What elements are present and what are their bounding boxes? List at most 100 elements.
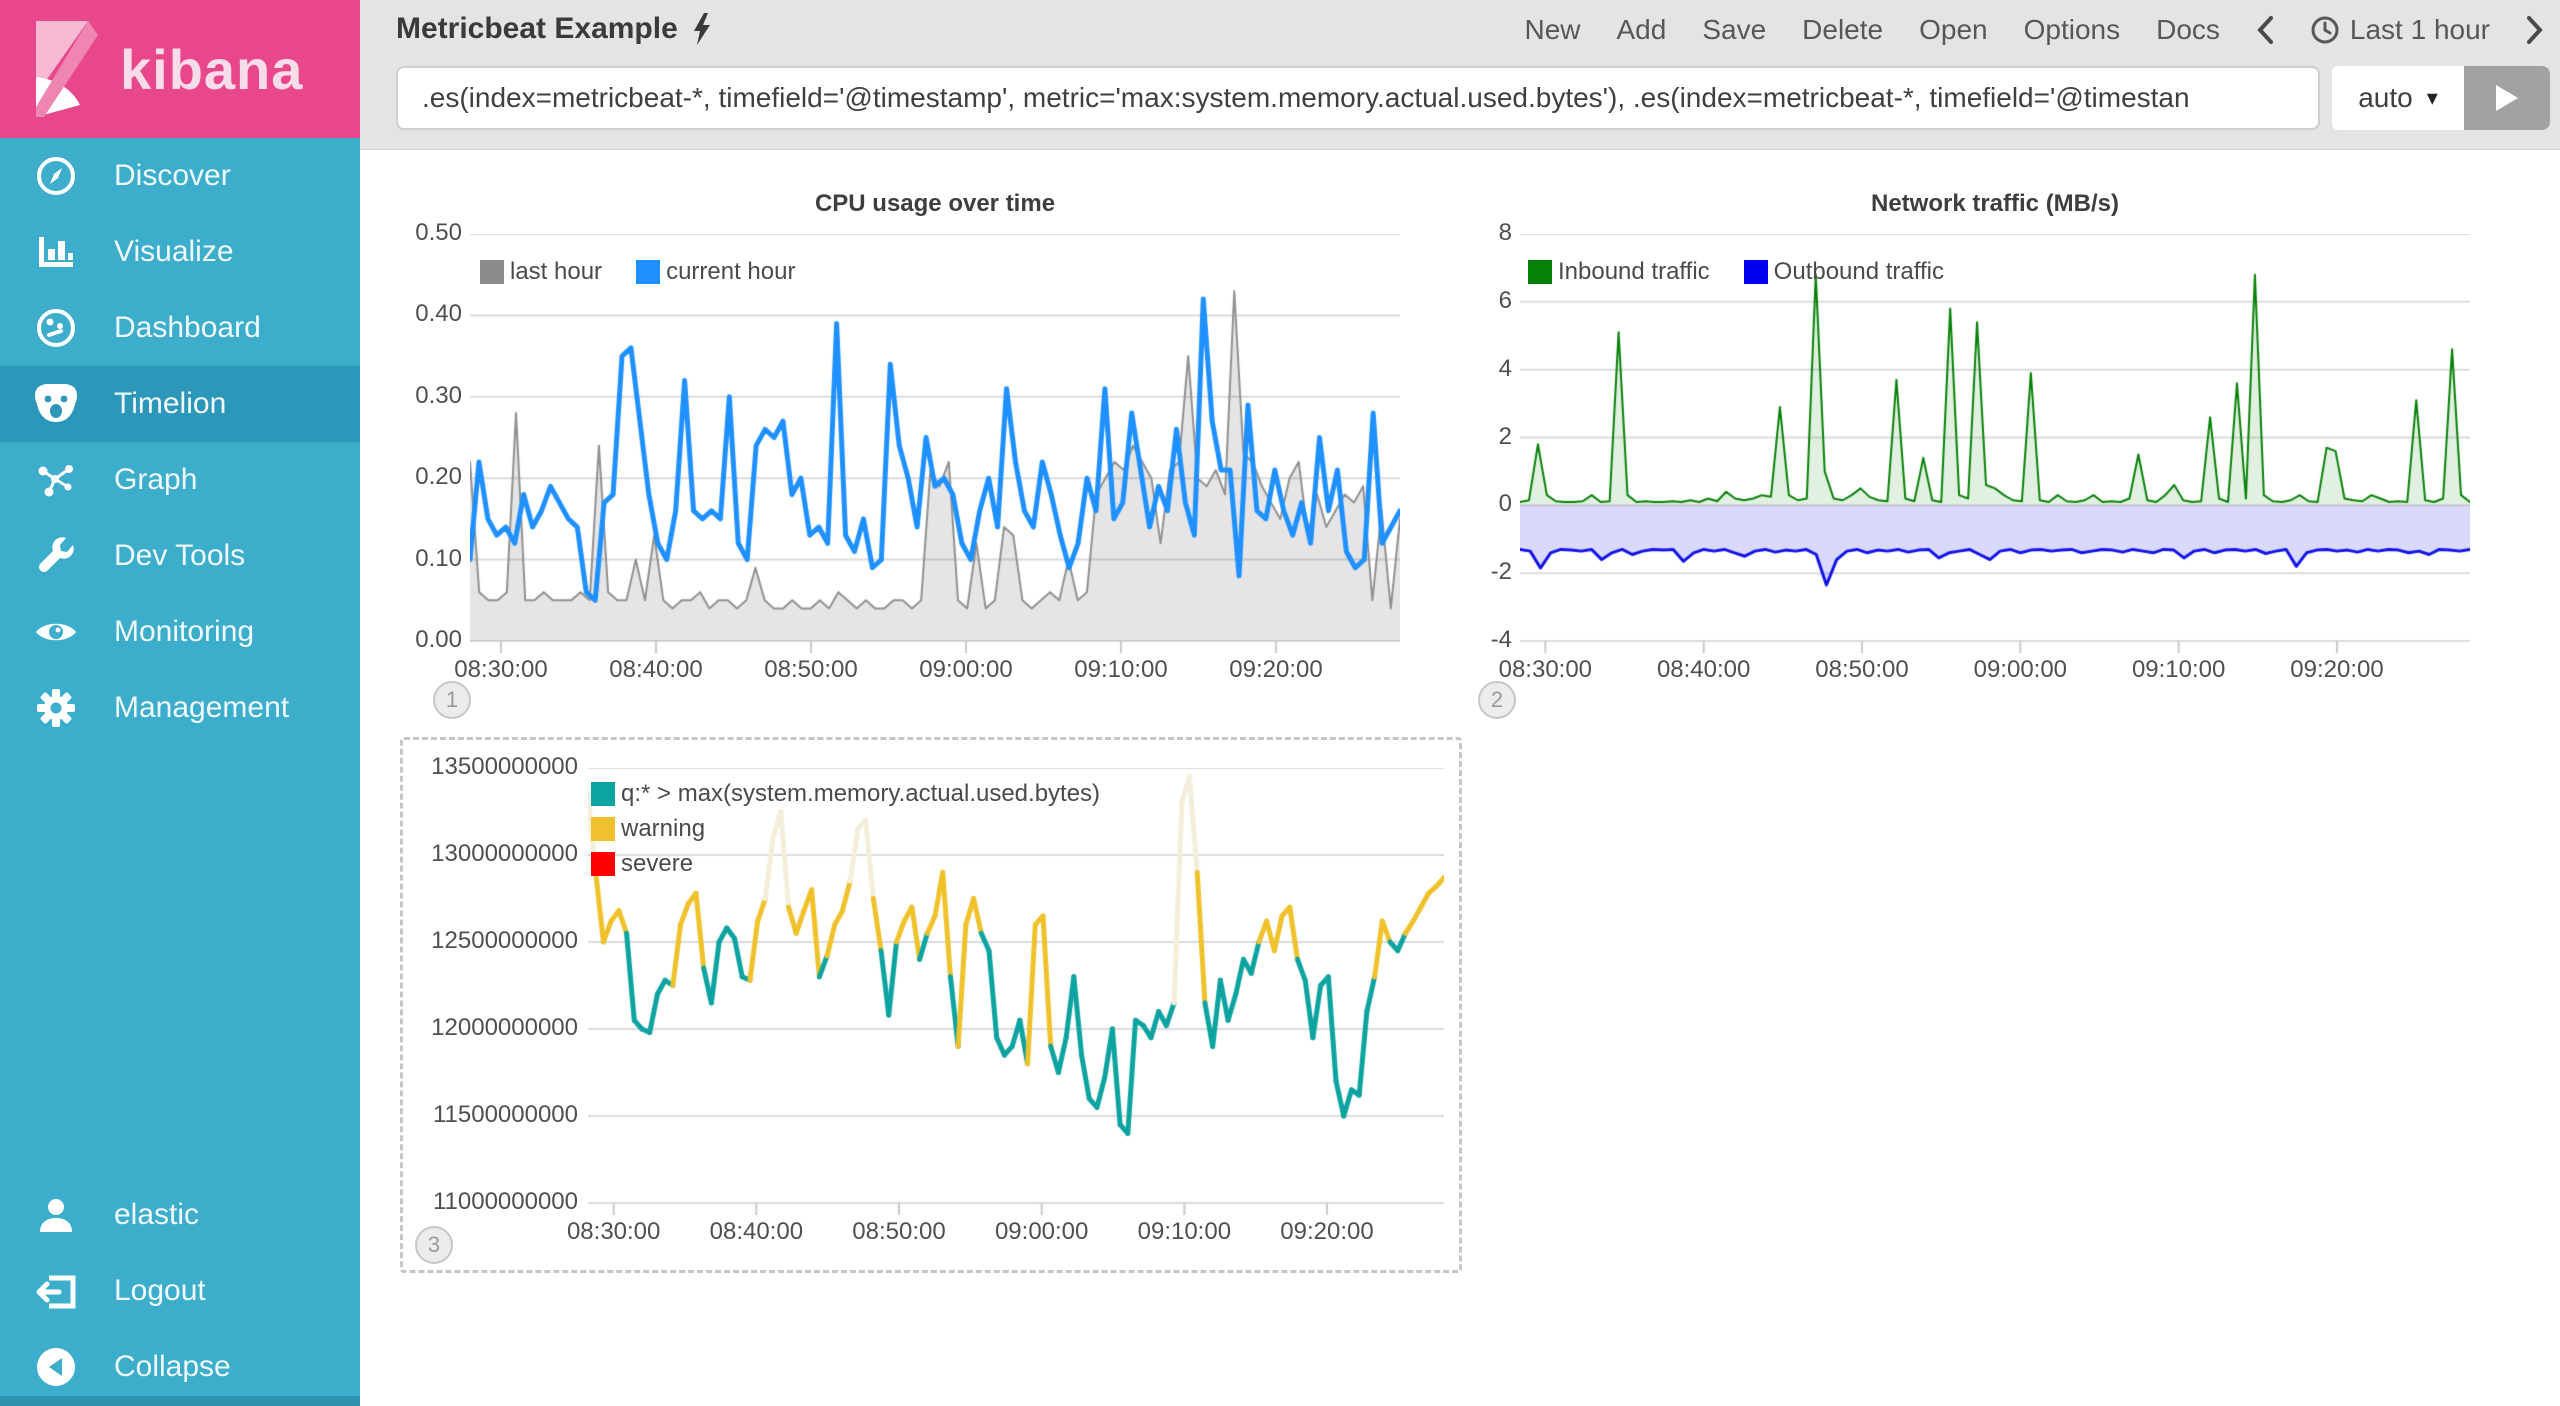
- network-traffic-plot: [1520, 234, 2470, 655]
- y-tick-label: 0.00: [292, 626, 462, 654]
- legend-item: severe: [591, 850, 1100, 878]
- sidebar-item-label: Dashboard: [114, 311, 261, 345]
- sidebar-item-label: Monitoring: [114, 615, 254, 649]
- kibana-logo-icon: [36, 21, 98, 117]
- legend-swatch: [591, 782, 615, 806]
- chart-title: Network traffic (MB/s): [1520, 190, 2470, 218]
- x-tick-label: 09:10:00: [1109, 1218, 1259, 1246]
- sidebar-bottom-strip: [0, 1396, 360, 1406]
- legend-label: Inbound traffic: [1558, 258, 1710, 286]
- chart-index-badge: 1: [433, 681, 471, 719]
- menu-item-new[interactable]: New: [1524, 14, 1580, 46]
- x-tick-label: 08:50:00: [824, 1218, 974, 1246]
- y-tick-label: 6: [1342, 287, 1512, 315]
- y-tick-label: 0.50: [292, 219, 462, 247]
- chevron-left-icon[interactable]: [2256, 15, 2274, 45]
- chart-index-badge: 2: [1478, 681, 1516, 719]
- x-tick-label: 09:10:00: [1046, 656, 1196, 684]
- interval-select[interactable]: auto ▾: [2332, 66, 2464, 130]
- graph-icon: [34, 458, 78, 502]
- x-tick-label: 09:20:00: [1252, 1218, 1402, 1246]
- network-traffic-chart[interactable]: Network traffic (MB/s) 86420-2-4 08:30:0…: [1470, 190, 2548, 735]
- sidebar-item-logout[interactable]: Logout: [0, 1253, 360, 1329]
- menu-item-delete[interactable]: Delete: [1802, 14, 1883, 46]
- menu-items: New Add Save Delete Open Options Docs: [1524, 14, 2219, 46]
- chart-title: CPU usage over time: [470, 190, 1400, 218]
- legend-item: current hour: [636, 258, 795, 286]
- y-tick-label: 8: [1342, 219, 1512, 247]
- sidebar-item-user[interactable]: elastic: [0, 1177, 360, 1253]
- menu-item-add[interactable]: Add: [1617, 14, 1667, 46]
- y-tick-label: 13500000000: [408, 753, 578, 781]
- sidebar-item-collapse[interactable]: Collapse: [0, 1329, 360, 1405]
- y-tick-label: 11000000000: [408, 1188, 578, 1216]
- sidebar-item-management[interactable]: Management: [0, 670, 360, 746]
- cpu-usage-chart[interactable]: CPU usage over time 0.500.400.300.200.10…: [400, 190, 1460, 735]
- y-tick-label: 0.30: [292, 382, 462, 410]
- legend-swatch: [1528, 260, 1552, 284]
- legend-swatch: [480, 260, 504, 284]
- x-tick-label: 08:40:00: [1629, 656, 1779, 684]
- x-tick-label: 08:30:00: [426, 656, 576, 684]
- gauge-icon: [34, 306, 78, 350]
- x-tick-label: 08:40:00: [681, 1218, 831, 1246]
- y-tick-label: 13000000000: [408, 840, 578, 868]
- menu-item-save[interactable]: Save: [1702, 14, 1766, 46]
- legend-label: severe: [621, 850, 693, 878]
- run-query-button[interactable]: [2464, 66, 2550, 130]
- y-tick-label: 2: [1342, 423, 1512, 451]
- y-tick-label: 0.20: [292, 463, 462, 491]
- page-title: Metricbeat Example: [396, 12, 712, 46]
- sidebar-item-label: Discover: [114, 159, 231, 193]
- time-picker-label: Last 1 hour: [2350, 14, 2490, 46]
- x-tick-label: 08:40:00: [581, 656, 731, 684]
- legend-item: Outbound traffic: [1744, 258, 1944, 286]
- x-tick-label: 08:50:00: [736, 656, 886, 684]
- x-tick-label: 08:30:00: [1470, 656, 1620, 684]
- legend-swatch: [636, 260, 660, 284]
- sidebar-item-label: Logout: [114, 1274, 206, 1308]
- y-tick-label: 12000000000: [408, 1014, 578, 1042]
- x-tick-label: 09:00:00: [891, 656, 1041, 684]
- x-tick-label: 08:50:00: [1787, 656, 1937, 684]
- legend-swatch: [591, 817, 615, 841]
- menu-item-options[interactable]: Options: [2024, 14, 2121, 46]
- y-tick-label: -2: [1342, 558, 1512, 586]
- y-tick-label: 12500000000: [408, 927, 578, 955]
- sidebar: kibana Discover Visualize Dashboard: [0, 0, 360, 1406]
- sidebar-item-label: Graph: [114, 463, 197, 497]
- x-tick-label: 09:20:00: [1201, 656, 1351, 684]
- chart-legend: last hour current hour: [480, 258, 795, 286]
- legend-item: q:* > max(system.memory.actual.used.byte…: [591, 780, 1100, 808]
- wrench-icon: [34, 534, 78, 578]
- y-tick-label: 0.10: [292, 545, 462, 573]
- logout-icon: [34, 1269, 78, 1313]
- x-tick-label: 09:00:00: [1945, 656, 2095, 684]
- kibana-logo[interactable]: kibana: [0, 0, 360, 138]
- chart-legend: Inbound traffic Outbound traffic: [1528, 258, 1944, 286]
- query-row: .es(index=metricbeat-*, timefield='@time…: [396, 66, 2550, 130]
- menu-item-docs[interactable]: Docs: [2156, 14, 2220, 46]
- legend-label: last hour: [510, 258, 602, 286]
- lion-icon: [34, 382, 78, 426]
- x-tick-label: 09:00:00: [967, 1218, 1117, 1246]
- legend-label: Outbound traffic: [1774, 258, 1944, 286]
- gear-icon: [34, 686, 78, 730]
- collapse-icon: [34, 1345, 78, 1389]
- chevron-down-icon: ▾: [2427, 85, 2438, 111]
- sidebar-item-discover[interactable]: Discover: [0, 138, 360, 214]
- y-tick-label: 0: [1342, 490, 1512, 518]
- timelion-query-input[interactable]: .es(index=metricbeat-*, timefield='@time…: [396, 66, 2320, 130]
- eye-icon: [34, 610, 78, 654]
- menu-item-open[interactable]: Open: [1919, 14, 1988, 46]
- page-title-text: Metricbeat Example: [396, 12, 678, 46]
- legend-swatch: [591, 852, 615, 876]
- legend-item: last hour: [480, 258, 602, 286]
- time-picker[interactable]: Last 1 hour: [2310, 14, 2490, 46]
- y-tick-label: 11500000000: [408, 1101, 578, 1129]
- legend-label: current hour: [666, 258, 795, 286]
- chevron-right-icon[interactable]: [2526, 15, 2544, 45]
- header: Metricbeat Example New Add Save Delete Open O…: [360, 0, 2560, 150]
- user-icon: [34, 1193, 78, 1237]
- memory-usage-chart[interactable]: 13500000000 13000000000 12500000000 1200000…: [400, 737, 1462, 1273]
